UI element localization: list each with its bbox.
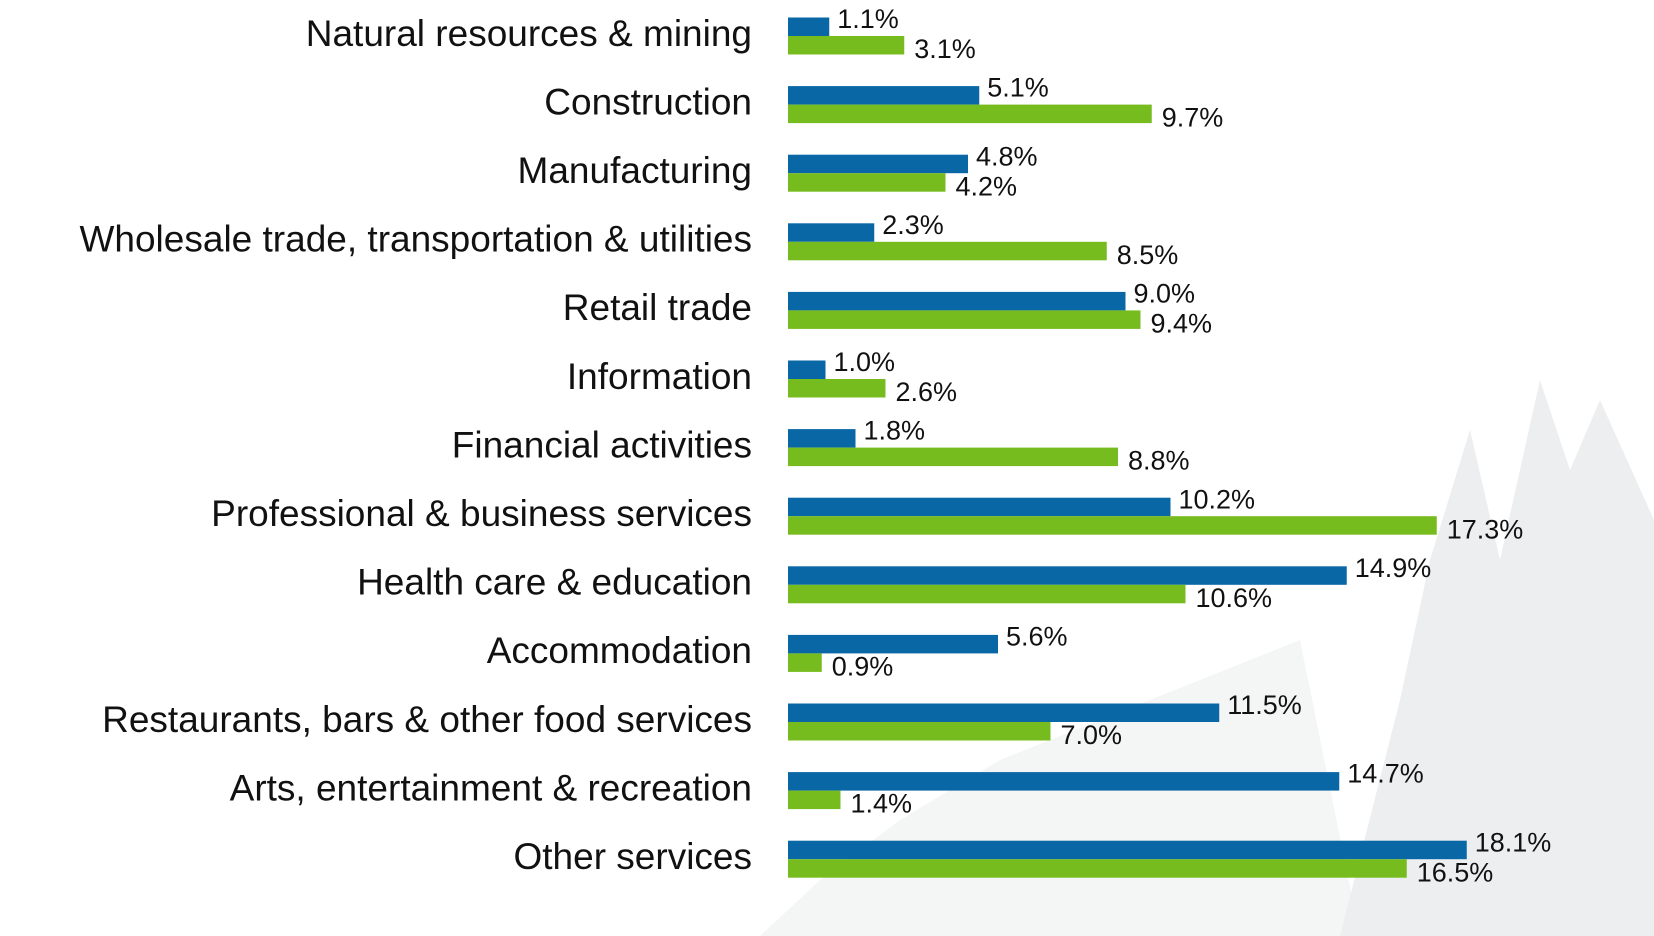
category-label: Construction [544, 81, 752, 122]
category-label: Information [567, 356, 752, 397]
data-label: 5.1% [987, 73, 1049, 103]
bar [788, 429, 856, 448]
bar [788, 585, 1186, 604]
bar [788, 859, 1407, 878]
chart: Natural resources & mining 1.1% 3.1% Constr… [0, 0, 1654, 936]
category-label: Accommodation [487, 630, 752, 671]
data-label: 1.1% [837, 4, 899, 34]
data-label: 9.4% [1151, 309, 1213, 339]
data-label: 11.5% [1227, 690, 1302, 720]
category-label: Natural resources & mining [306, 13, 752, 54]
category-label: Other services [513, 836, 752, 877]
data-label: 16.5% [1417, 857, 1494, 887]
bar [788, 361, 826, 380]
bar [788, 448, 1118, 467]
bar [788, 653, 822, 672]
category-label: Arts, entertainment & recreation [230, 767, 752, 808]
data-label: 4.2% [956, 171, 1018, 201]
bar [788, 292, 1126, 311]
data-label: 4.8% [976, 141, 1038, 171]
data-label: 10.6% [1196, 583, 1273, 613]
data-label: 1.4% [851, 789, 913, 819]
bar [788, 379, 886, 398]
data-label: 8.5% [1117, 240, 1179, 270]
category-label: Financial activities [452, 424, 752, 465]
data-label: 14.7% [1347, 759, 1424, 789]
data-label: 14.9% [1355, 553, 1432, 583]
category-label: Professional & business services [211, 493, 752, 534]
data-label: 7.0% [1061, 720, 1123, 750]
data-label: 17.3% [1447, 514, 1524, 544]
data-label: 2.3% [882, 210, 944, 240]
data-label: 8.8% [1128, 446, 1190, 476]
data-label: 1.0% [834, 347, 896, 377]
data-label: 9.7% [1162, 103, 1224, 133]
bar [788, 722, 1051, 741]
bar [788, 155, 968, 174]
bar [788, 242, 1107, 260]
data-label: 1.8% [864, 416, 926, 446]
bar [788, 223, 874, 242]
bar [788, 516, 1437, 535]
category-label: Wholesale trade, transportation & utilit… [79, 219, 752, 260]
bar [788, 86, 979, 105]
data-label: 0.9% [832, 652, 894, 682]
category-label: Retail trade [563, 287, 752, 328]
data-label: 10.2% [1179, 484, 1256, 514]
data-label: 3.1% [914, 34, 976, 64]
data-label: 9.0% [1134, 279, 1196, 309]
bar [788, 173, 946, 192]
bar [788, 18, 829, 37]
bar [788, 310, 1141, 329]
bar [788, 105, 1152, 124]
data-label: 2.6% [896, 377, 958, 407]
category-label: Manufacturing [518, 150, 752, 191]
data-label: 5.6% [1006, 622, 1068, 652]
category-label: Restaurants, bars & other food services [102, 699, 752, 740]
bar [788, 498, 1171, 517]
bar [788, 704, 1219, 723]
bar [788, 36, 904, 55]
data-label: 18.1% [1475, 827, 1552, 857]
category-label: Health care & education [357, 562, 752, 603]
bar [788, 841, 1467, 860]
bar [788, 791, 841, 810]
